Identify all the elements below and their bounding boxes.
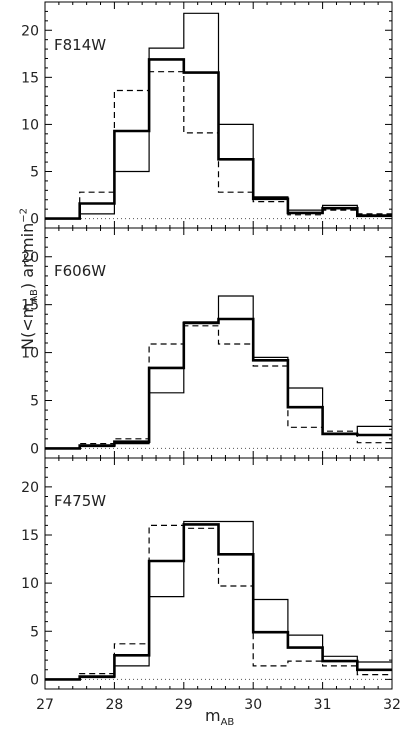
x-axis-label: mAB <box>205 706 234 728</box>
x-tick-label: 31 <box>314 697 332 713</box>
x-tick-label: 28 <box>105 697 123 713</box>
x-axis-label-sub: AB <box>220 717 235 729</box>
x-axis-label-base: m <box>205 706 221 725</box>
panel-1-y-tick-label: 0 <box>30 212 39 228</box>
panel-1-label: F814W <box>54 36 106 54</box>
y-axis-label: N(<mAB) arcmin−2 <box>18 208 40 350</box>
panel-3-label: F475W <box>54 492 106 510</box>
panel-3-y-tick-label: 15 <box>21 528 39 544</box>
panel-3-series-dashed <box>45 524 392 680</box>
panel-1-y-tick-label: 20 <box>21 23 39 39</box>
panel-2-y-tick-label: 15 <box>21 298 39 314</box>
panel-1-series-dashed <box>45 71 392 220</box>
x-tick-label: 27 <box>36 697 54 713</box>
panel-2-series-thick <box>45 317 392 450</box>
panel-3-y-tick-label: 0 <box>30 672 39 688</box>
panel-2-series-thin <box>45 295 392 449</box>
panel-2-y-tick-label: 20 <box>21 250 39 266</box>
panel-2-y-tick-label: 10 <box>21 346 39 362</box>
panel-2-y-tick-label: 5 <box>30 394 39 410</box>
panel-1-y-tick-label: 5 <box>30 165 39 181</box>
y-axis-label-base: N(<m <box>18 302 37 350</box>
y-axis-label-mid: ) arcmin <box>18 222 37 290</box>
panel-1-series-thin <box>45 12 392 220</box>
panel-3-series-thin <box>45 520 392 680</box>
x-tick-label: 30 <box>244 697 262 713</box>
x-tick-label: 32 <box>383 697 400 713</box>
panel-2-label: F606W <box>54 262 106 280</box>
panel-3-y-tick-label: 5 <box>30 624 39 640</box>
panel-3-y-tick-label: 10 <box>21 576 39 592</box>
panel-1-y-tick-label: 10 <box>21 117 39 133</box>
panel-2-y-tick-label: 0 <box>30 441 39 457</box>
panel-2-series-dashed <box>45 325 392 449</box>
panel-1-y-tick-label: 15 <box>21 70 39 86</box>
x-tick-label: 29 <box>175 697 193 713</box>
y-axis-label-sub: AB <box>29 289 41 303</box>
y-axis-label-sup: −2 <box>18 208 30 223</box>
panel-3-y-tick-label: 20 <box>21 480 39 496</box>
